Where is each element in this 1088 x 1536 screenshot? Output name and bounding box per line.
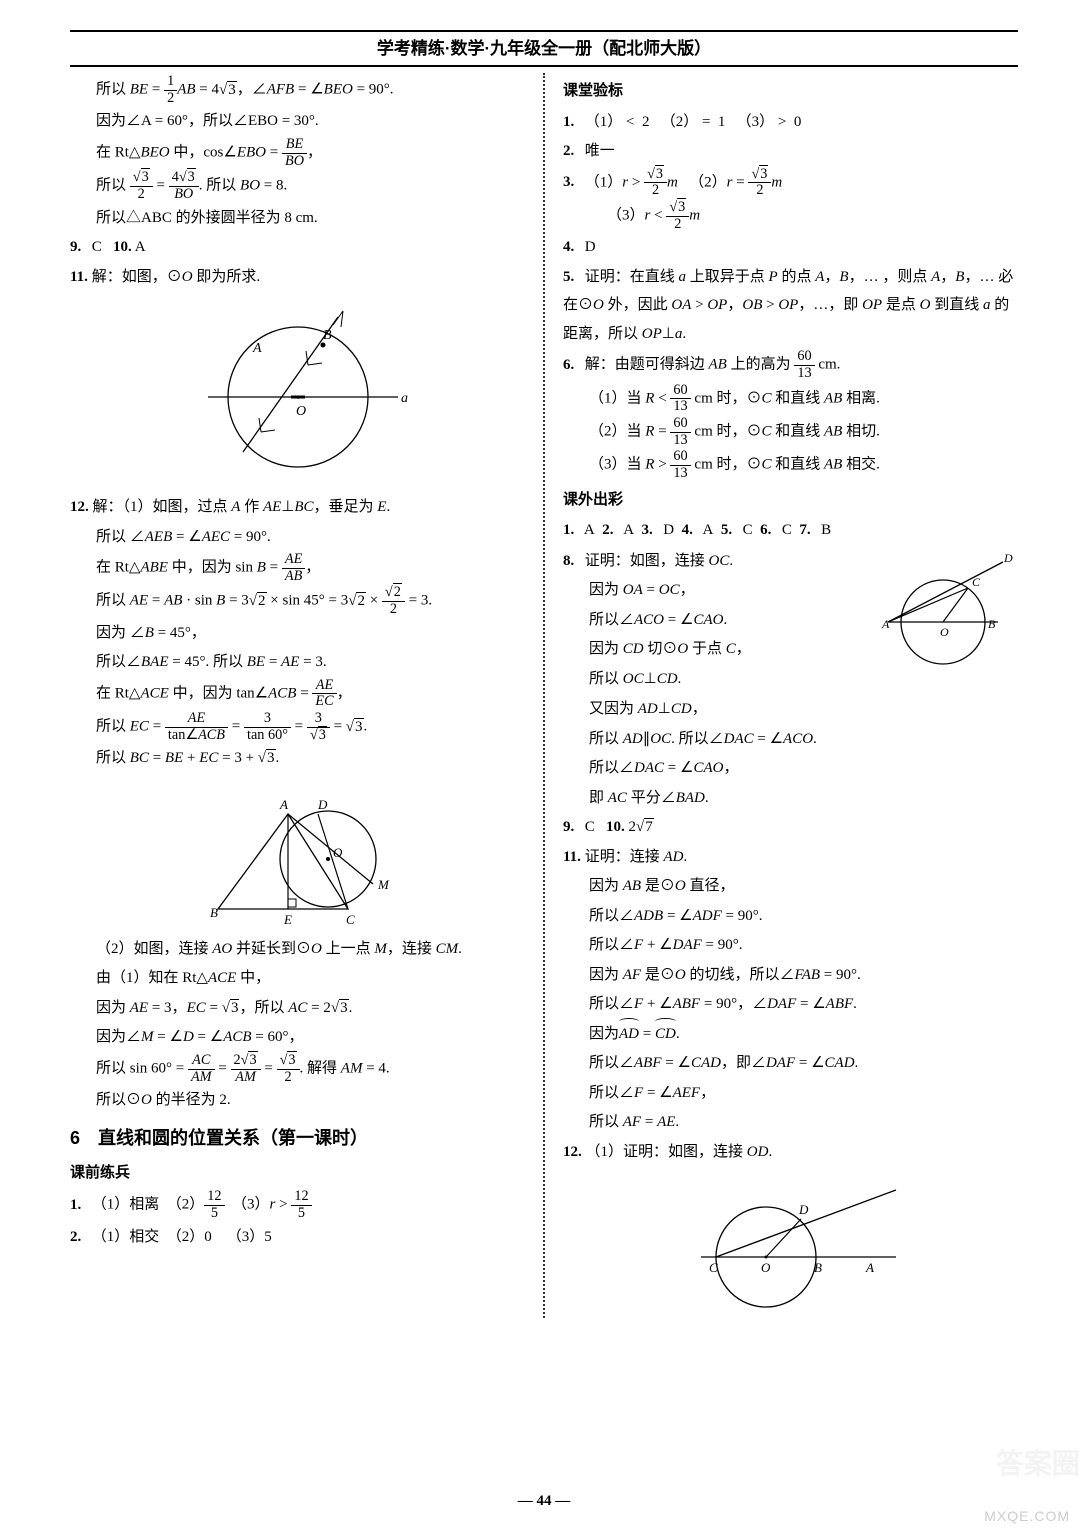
text-line: 8. 证明：如图，连接 OC. bbox=[563, 547, 862, 576]
text-line: 即 AC 平分∠BAD. bbox=[589, 784, 1018, 813]
section-6-title: 6 直线和圆的位置关系（第一课时） bbox=[70, 1121, 525, 1155]
svg-text:B: B bbox=[323, 328, 332, 343]
text-line: 所以∠F = ∠AEF， bbox=[589, 1079, 1018, 1108]
text-line: （2）如图，连接 AO 并延长到⊙O 上一点 M，连接 CM. bbox=[96, 935, 525, 964]
text-line: 所以△ABC 的外接圆半径为 8 cm. bbox=[96, 204, 525, 233]
text-line: 所以 OC⊥CD. bbox=[589, 665, 862, 694]
q9-10: 9. C 10. A bbox=[70, 233, 525, 262]
text-line: 所以∠DAC = ∠CAO， bbox=[589, 754, 1018, 783]
svg-text:B: B bbox=[988, 617, 996, 631]
text-line: 所以∠ABF = ∠CAD，即∠DAF = ∠CAD. bbox=[589, 1049, 1018, 1078]
text-line: 9. C 10. 27 bbox=[563, 813, 1018, 842]
q11: 11. 解：如图，⊙O 即为所求. bbox=[70, 263, 525, 292]
text-line: 所以 ∠AEB = ∠AEC = 90°. bbox=[96, 523, 525, 552]
page-header: 学考精练·数学·九年级全一册（配北师大版） bbox=[70, 30, 1018, 67]
text-line: 因为 OA = OC， bbox=[589, 576, 862, 605]
right-column: 课堂验标 1. （1） < 2 （2） = 1 （3） > 0 2. 唯一 3.… bbox=[555, 73, 1018, 1318]
text-line: 2. （1）相交 （2）0 （3）5 bbox=[70, 1223, 525, 1252]
watermark-url: MXQE.COM bbox=[984, 1508, 1070, 1524]
text-line: 5. 证明：在直线 a 上取异于点 P 的点 A，B，… ，则点 A，B，… 必… bbox=[563, 263, 1018, 349]
svg-text:D: D bbox=[317, 797, 328, 812]
subhead-keqian: 课前练兵 bbox=[70, 1159, 525, 1188]
subhead-ketang: 课堂验标 bbox=[563, 77, 1018, 106]
text-line: 所以 32 = 43BO. 所以 BO = 8. bbox=[96, 170, 525, 202]
figure-circle-tangent: A O B C D bbox=[868, 552, 1018, 689]
text-line: 11. 证明：连接 AD. bbox=[563, 843, 1018, 872]
svg-text:a: a bbox=[401, 391, 408, 406]
text-line: 所以 BC = BE + EC = 3 + 3. bbox=[96, 744, 525, 773]
svg-text:C: C bbox=[972, 575, 981, 589]
text-line: 所以∠F + ∠ABF = 90°，∠DAF = ∠ABF. bbox=[589, 990, 1018, 1019]
svg-text:A: A bbox=[279, 797, 288, 812]
left-column: 所以 BE = 12AB = 43，∠AFB = ∠BEO = 90°. 因为∠… bbox=[70, 73, 533, 1318]
text-line: 所以 AE = AB · sin B = 32 × sin 45° = 32 ×… bbox=[96, 585, 525, 617]
q12: 12. 解：（1）如图，过点 A 作 AE⊥BC，垂足为 E. bbox=[70, 493, 525, 522]
text-line: 所以⊙O 的半径为 2. bbox=[96, 1086, 525, 1115]
text-line: 1. （1）相离 （2）125 （3）r > 125 bbox=[70, 1189, 525, 1221]
text-line: 1. （1） < 2 （2） = 1 （3） > 0 bbox=[563, 108, 1018, 137]
svg-text:M: M bbox=[377, 877, 390, 892]
svg-text:E: E bbox=[283, 912, 292, 927]
text-line: 因为∠M = ∠D = ∠ACB = 60°， bbox=[96, 1023, 525, 1052]
svg-text:C: C bbox=[346, 912, 355, 927]
svg-text:O: O bbox=[761, 1260, 771, 1275]
text-line: 因为 AF 是⊙O 的切线，所以∠FAB = 90°. bbox=[589, 961, 1018, 990]
text-line: 又因为 AD⊥CD， bbox=[589, 695, 1018, 724]
text-line: 所以 BE = 12AB = 43，∠AFB = ∠BEO = 90°. bbox=[96, 74, 525, 106]
svg-text:O: O bbox=[333, 845, 343, 860]
column-divider bbox=[543, 73, 545, 1318]
text-line: 因为 AE = 3，EC = 3，所以 AC = 23. bbox=[96, 994, 525, 1023]
text-line: （3）r < 32m bbox=[563, 200, 1018, 232]
text-line: （1）当 R < 6013 cm 时，⊙C 和直线 AB 相离. bbox=[589, 383, 1018, 415]
svg-text:A: A bbox=[881, 617, 890, 631]
subhead-kewai: 课外出彩 bbox=[563, 486, 1018, 515]
text-line: （3）当 R > 6013 cm 时，⊙C 和直线 AB 相交. bbox=[589, 449, 1018, 481]
figure-triangle-circle: A D B E C O M bbox=[70, 779, 525, 929]
svg-text:O: O bbox=[940, 625, 949, 639]
text-line: 所以∠ADB = ∠ADF = 90°. bbox=[589, 902, 1018, 931]
svg-text:B: B bbox=[210, 905, 218, 920]
text-line: 在 Rt△ABE 中，因为 sin B = AEAB， bbox=[96, 552, 525, 584]
svg-text:A: A bbox=[252, 341, 262, 356]
svg-text:B: B bbox=[814, 1260, 822, 1275]
text-line: （2）当 R = 6013 cm 时，⊙C 和直线 AB 相切. bbox=[589, 416, 1018, 448]
svg-text:C: C bbox=[709, 1260, 718, 1275]
text-line: 因为AD = CD. bbox=[589, 1020, 1018, 1049]
text-line: 所以∠BAE = 45°. 所以 BE = AE = 3. bbox=[96, 648, 525, 677]
text-line: 由（1）知在 Rt△ACE 中， bbox=[96, 964, 525, 993]
figure-circle-ab: A B O a bbox=[70, 297, 525, 487]
text-line: 所以 AF = AE. bbox=[589, 1108, 1018, 1137]
text-line: 在 Rt△ACE 中，因为 tan∠ACB = AEEC， bbox=[96, 678, 525, 710]
text-line: 因为 CD 切⊙O 于点 C， bbox=[589, 635, 862, 664]
watermark-logo: 答案圈 bbox=[996, 1442, 1080, 1482]
text-line: 所以 sin 60° = ACAM = 23AM = 32. 解得 AM = 4… bbox=[96, 1053, 525, 1085]
text-line: 1. A 2. A 3. D 4. A 5. C 6. C 7. B bbox=[563, 516, 1018, 545]
text-line: 所以∠ACO = ∠CAO. bbox=[589, 606, 862, 635]
text-line: 因为∠A = 60°，所以∠EBO = 30°. bbox=[96, 107, 525, 136]
text-line: 所以∠F + ∠DAF = 90°. bbox=[589, 931, 1018, 960]
figure-circle-od: C O B A D bbox=[563, 1172, 1018, 1312]
svg-text:D: D bbox=[1003, 552, 1013, 565]
text-line: 所以 EC = AEtan∠ACB = 3tan 60° = 33 = 3. bbox=[96, 711, 525, 743]
text-line: 因为 AB 是⊙O 直径， bbox=[589, 872, 1018, 901]
svg-text:O: O bbox=[296, 404, 306, 419]
text-line: 3. （1）r > 32m （2）r = 32m bbox=[563, 167, 1018, 199]
text-line: 在 Rt△BEO 中，cos∠EBO = BEBO， bbox=[96, 137, 525, 169]
text-line: 2. 唯一 bbox=[563, 137, 1018, 166]
text-line: 12. （1）证明：如图，连接 OD. bbox=[563, 1138, 1018, 1167]
svg-text:A: A bbox=[865, 1260, 874, 1275]
text-line: 6. 解：由题可得斜边 AB 上的高为 6013 cm. bbox=[563, 349, 1018, 381]
svg-text:D: D bbox=[798, 1202, 809, 1217]
text-line: 因为 ∠B = 45°， bbox=[96, 619, 525, 648]
page-number: — 44 — bbox=[0, 1493, 1088, 1510]
text-line: 所以 AD∥OC. 所以∠DAC = ∠ACO. bbox=[589, 725, 1018, 754]
text-line: 4. D bbox=[563, 233, 1018, 262]
